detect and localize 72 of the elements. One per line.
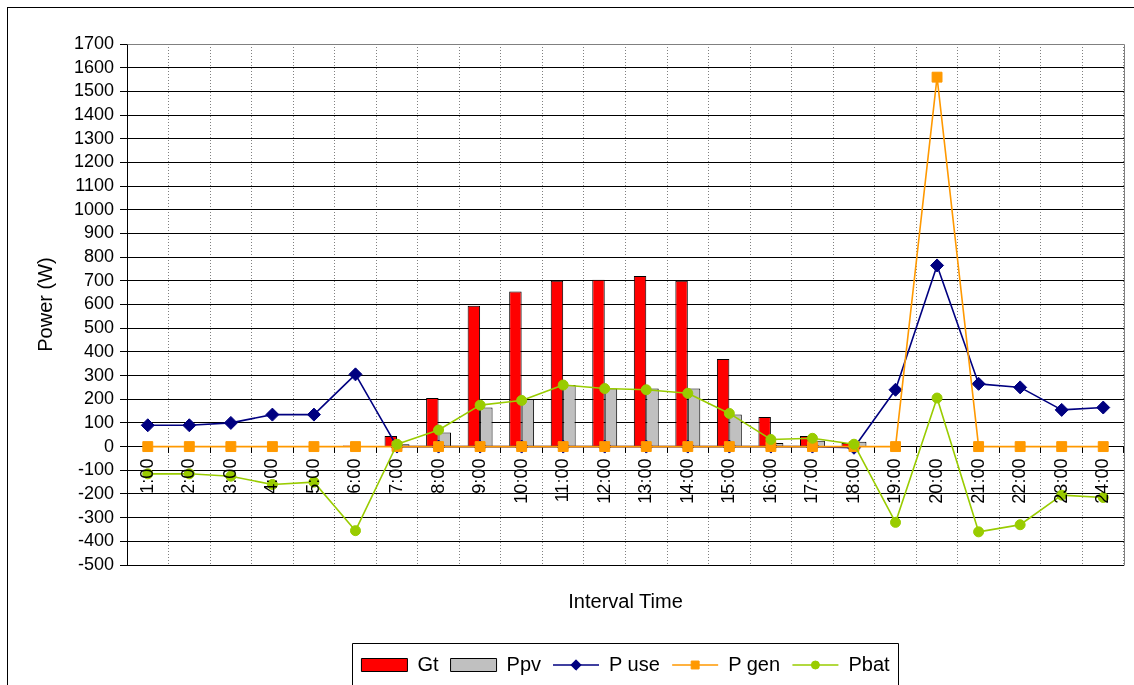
y-tick-label: 500 [83,317,114,338]
point [308,441,320,453]
y-axis-title: Power (W) [33,257,56,352]
point [890,441,901,453]
y-tick-label: -500 [77,553,114,574]
y-tick-label: 200 [83,388,114,409]
y-tick-label: 800 [83,246,114,267]
point [973,441,985,453]
y-tick-label: 300 [83,364,114,385]
point [888,382,903,397]
point [599,383,611,395]
point [223,415,238,430]
point [433,424,445,436]
y-tick-label: 600 [83,293,114,314]
y-tick-label: -400 [77,530,114,551]
point [474,399,486,411]
point [349,525,361,537]
y-tick-label: 700 [83,269,114,290]
x-tick-label: 3:00 [219,458,240,494]
legend-label: P use [609,652,660,675]
point [225,441,237,453]
y-tick-label: 1400 [73,104,114,125]
x-tick-label: 1:00 [136,458,157,494]
x-tick-label: 2:00 [178,458,199,494]
point [306,407,321,422]
point [682,387,694,399]
point [931,392,943,404]
point [1096,400,1111,415]
y-tick-label: -100 [77,459,114,480]
point [182,418,197,433]
y-tick-label: 1200 [73,151,114,172]
point [516,394,528,406]
point [266,441,278,453]
point [1056,441,1068,453]
point [142,441,154,453]
legend-label: Pbat [848,652,891,675]
legend-label: Gt [417,652,439,675]
y-tick-label: 1500 [73,80,114,101]
point [1014,441,1026,453]
y-tick-label: 1000 [73,198,114,219]
point [931,71,943,83]
point [183,441,195,453]
point [1097,441,1109,453]
point [1054,402,1069,417]
point [971,376,986,391]
y-tick-label: 1600 [73,56,114,77]
point [640,384,652,396]
point [723,407,735,419]
x-axis-title: Interval Time [568,589,683,612]
y-tick-label: 400 [83,340,114,361]
point [930,258,945,273]
point [1014,519,1026,531]
legend-label: P gen [728,652,781,675]
y-tick-label: 1300 [73,127,114,148]
point [348,367,363,382]
point [1013,380,1028,395]
y-tick-label: 100 [83,411,114,432]
point [350,441,361,453]
y-tick-label: -300 [77,506,114,527]
point [806,432,818,444]
legend-label: Ppv [506,652,542,675]
y-tick-label: 1700 [73,32,114,53]
point [140,418,155,433]
y-tick-label: 0 [103,435,114,456]
y-tick-label: -200 [77,482,114,503]
point [557,379,569,391]
y-tick-label: 1100 [75,175,114,196]
point [265,407,280,422]
point [890,516,902,528]
y-tick-label: 900 [83,222,114,243]
point [973,526,985,538]
point [765,433,777,445]
